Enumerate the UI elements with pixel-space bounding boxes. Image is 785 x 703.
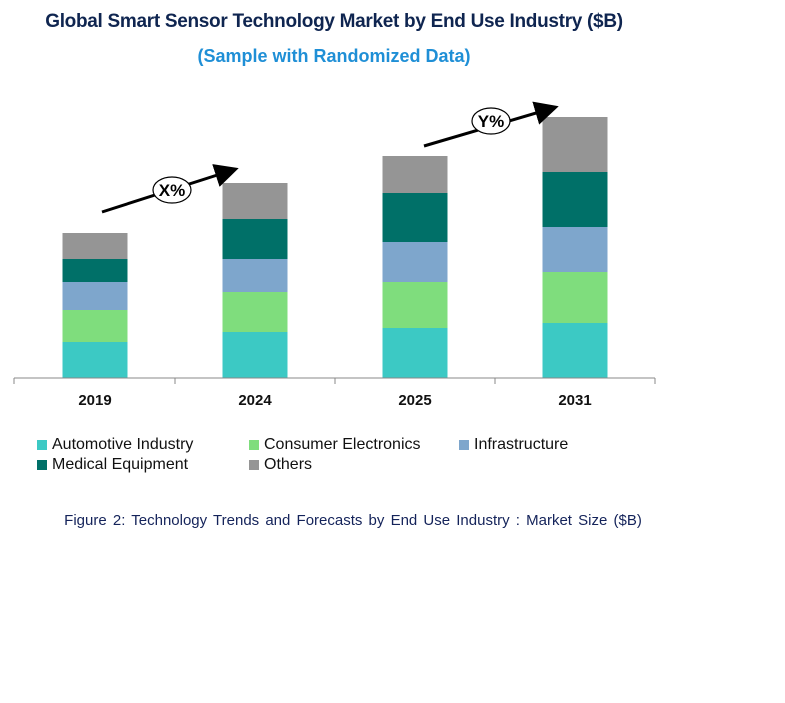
growth-label: Y% <box>478 112 504 131</box>
legend-item-infrastructure: Infrastructure <box>459 436 568 454</box>
bar-2024-others <box>222 183 288 219</box>
bar-2024-consumer-electronics <box>222 292 288 332</box>
bar-2031-infrastructure <box>542 227 608 272</box>
bar-2025-medical-equipment <box>382 193 448 242</box>
bar-2031-others <box>542 117 608 172</box>
bar-2025-consumer-electronics <box>382 282 448 328</box>
chart-title: Global Smart Sensor Technology Market by… <box>45 11 623 32</box>
chart-subtitle: (Sample with Randomized Data) <box>197 46 471 66</box>
legend-swatch <box>37 460 47 470</box>
x-tick-label-2031: 2031 <box>558 392 591 409</box>
growth-label-bubble <box>152 176 192 204</box>
bar-2025-others <box>382 156 448 193</box>
legend-label: Consumer Electronics <box>264 436 421 453</box>
legend-label: Medical Equipment <box>52 456 189 473</box>
bar-2019-others <box>62 233 128 259</box>
legend-label: Automotive Industry <box>52 436 194 453</box>
legend-swatch <box>249 460 259 470</box>
bar-2019-infrastructure <box>62 282 128 310</box>
bar-2031-medical-equipment <box>542 172 608 227</box>
x-tick-label-2025: 2025 <box>398 392 431 409</box>
growth-label: X% <box>159 181 185 200</box>
legend-swatch <box>37 440 47 450</box>
bar-2024-automotive-industry <box>222 332 288 378</box>
x-axis-labels: 2019 2024 2025 2031 <box>78 392 591 409</box>
bar-2019-consumer-electronics <box>62 310 128 342</box>
legend-item-automotive-industry: Automotive Industry <box>37 436 193 454</box>
figure-caption: Figure 2: Technology Trends and Forecast… <box>64 512 642 529</box>
legend-swatch <box>249 440 259 450</box>
bar-2024-medical-equipment <box>222 219 288 259</box>
legend-label: Infrastructure <box>474 436 569 453</box>
stacked-bar-chart: 2019 2024 2025 2031 X% Y% <box>13 101 656 409</box>
bars-group <box>62 117 608 378</box>
legend-label: Others <box>264 456 313 473</box>
bar-2024-infrastructure <box>222 259 288 292</box>
legend-item-consumer-electronics: Consumer Electronics <box>249 436 421 454</box>
x-tick-label-2024: 2024 <box>238 392 272 409</box>
legend-item-others: Others <box>249 456 312 474</box>
bar-2019-medical-equipment <box>62 259 128 282</box>
growth-arrows: X% Y% <box>101 101 559 214</box>
bar-2031-automotive-industry <box>542 323 608 378</box>
legend-swatch <box>459 440 469 450</box>
x-tick-label-2019: 2019 <box>78 392 111 409</box>
bar-2025-automotive-industry <box>382 328 448 378</box>
growth-label-bubble <box>471 107 511 135</box>
legend-item-medical-equipment: Medical Equipment <box>37 456 188 474</box>
bar-2031-consumer-electronics <box>542 272 608 323</box>
bar-2025-infrastructure <box>382 242 448 282</box>
bar-2019-automotive-industry <box>62 342 128 378</box>
x-axis-ticks <box>13 378 656 384</box>
